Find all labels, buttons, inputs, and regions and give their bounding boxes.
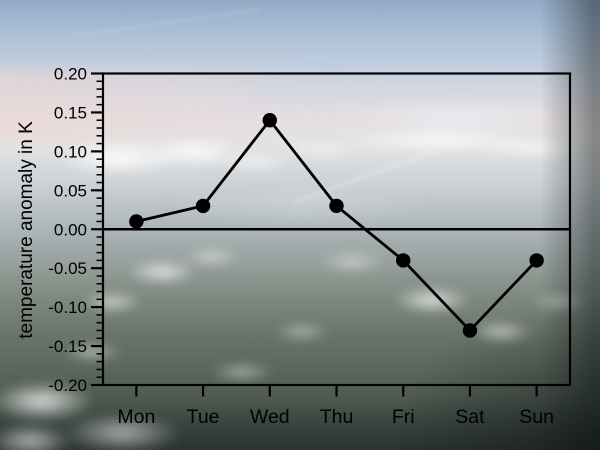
- data-point-thu: [329, 198, 344, 214]
- x-axis-tick-label: Sun: [519, 406, 554, 428]
- data-line: [136, 117, 538, 333]
- data-point-sat: [462, 323, 478, 338]
- y-axis-tick-label: -0.20: [48, 376, 87, 395]
- data-point-sun: [529, 253, 544, 268]
- y-axis-tick-label: 0.05: [54, 181, 87, 200]
- y-axis-tick-label: -0.15: [48, 337, 87, 356]
- data-point-tue: [195, 198, 211, 214]
- data-point-mon: [129, 214, 144, 229]
- y-axis-tick-label: 0.10: [54, 142, 87, 161]
- x-axis-tick-label: Thu: [320, 406, 354, 428]
- x-axis-tick-label: Wed: [250, 406, 290, 428]
- y-axis-tick-label: -0.05: [48, 259, 87, 278]
- data-point-wed: [262, 113, 277, 128]
- x-axis-tick-label: Fri: [392, 406, 415, 428]
- x-axis-tick-label: Tue: [187, 406, 220, 428]
- data-point-fri: [396, 253, 411, 268]
- x-axis-tick-label: Sat: [455, 406, 485, 428]
- y-axis-tick-label: 0.15: [54, 103, 87, 122]
- y-axis-tick-label: 0.20: [54, 65, 87, 84]
- x-axis-tick-label: Mon: [117, 406, 155, 428]
- y-axis-tick-label: -0.10: [48, 298, 87, 317]
- y-axis-tick-label: 0.00: [54, 220, 87, 239]
